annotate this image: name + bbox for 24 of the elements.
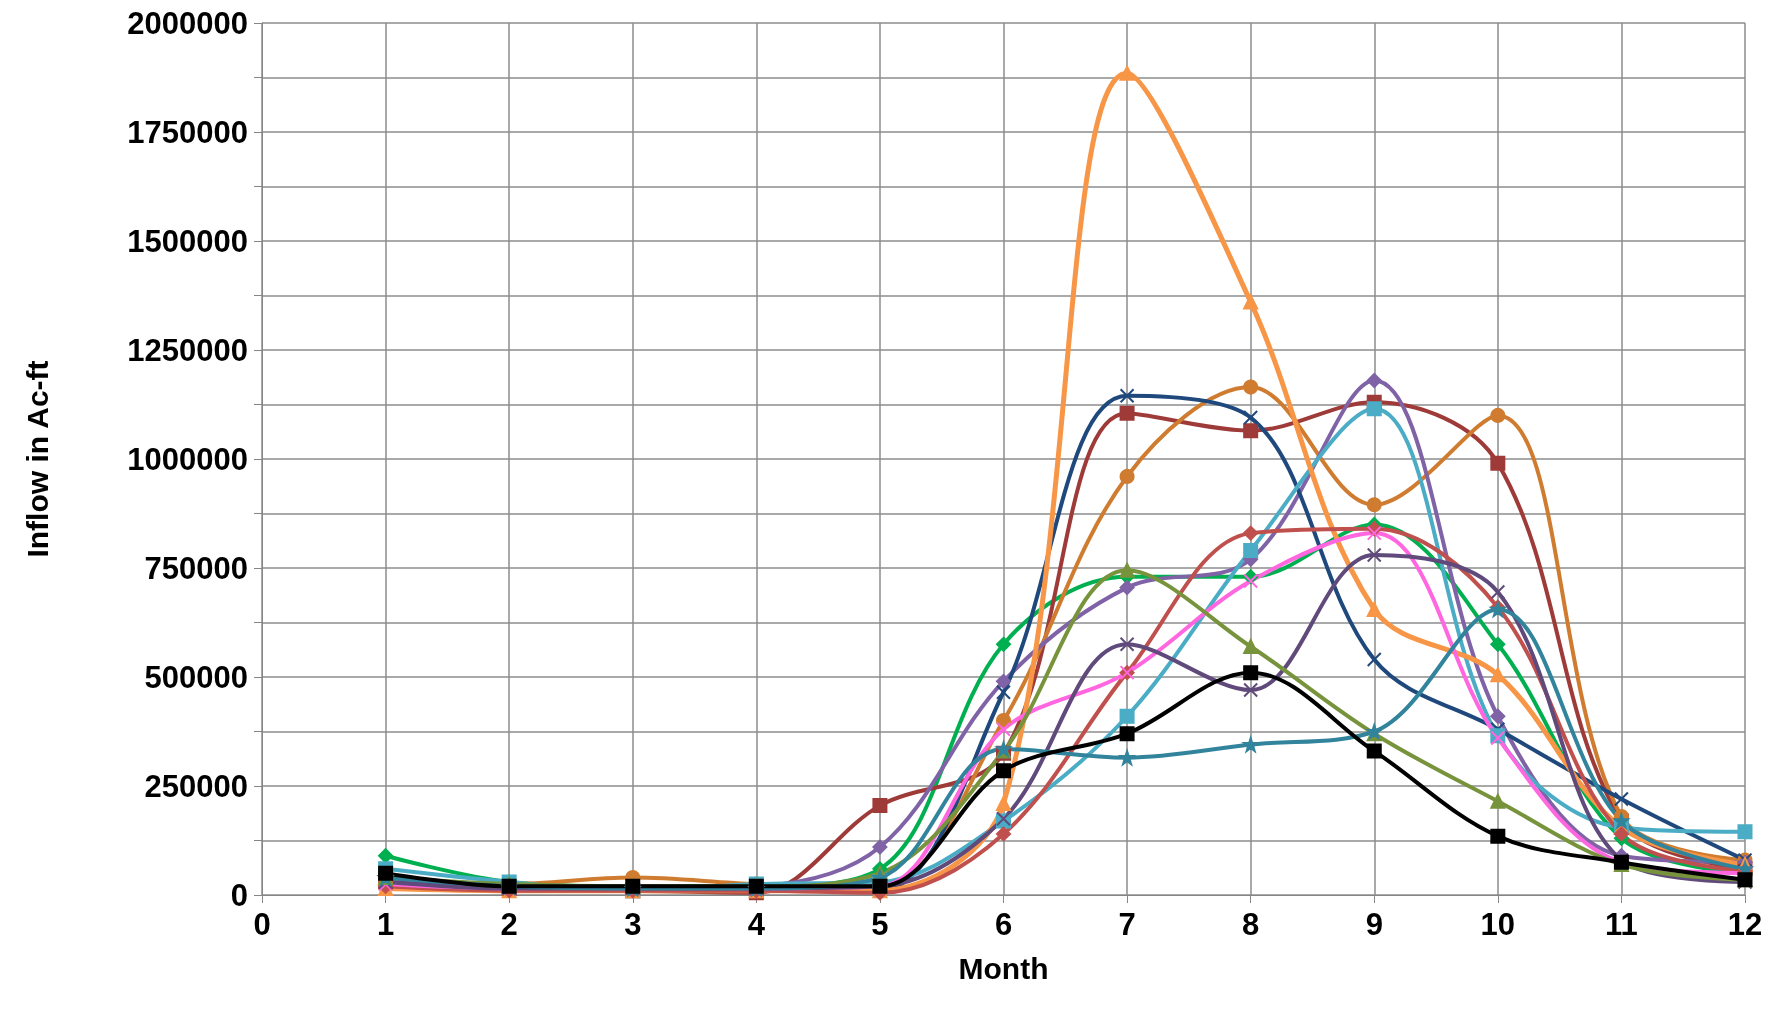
x-tick-label: 8	[1242, 907, 1260, 942]
y-tick-label: 750000	[144, 550, 248, 586]
y-tick-label: 1750000	[127, 114, 248, 150]
x-tick-label: 5	[871, 907, 889, 942]
x-tick-label: 10	[1480, 907, 1516, 942]
y-tick-label: 500000	[144, 659, 248, 695]
x-tick-label: 3	[624, 907, 642, 942]
x-tick-label: 12	[1727, 907, 1763, 942]
x-tick-label: 1	[376, 907, 395, 942]
y-tick-label: 250000	[144, 768, 248, 804]
x-tick-label: 9	[1365, 907, 1383, 942]
x-tick-label: 0	[253, 907, 271, 942]
x-tick-label: 6	[994, 907, 1013, 942]
y-tick-label: 1500000	[127, 223, 248, 259]
y-tick-label: 1000000	[127, 441, 248, 477]
y-tick-label: 2000000	[127, 5, 248, 41]
x-axis-title: Month	[958, 951, 1049, 985]
y-tick-label: 1250000	[127, 332, 248, 368]
x-tick-label: 11	[1605, 907, 1638, 942]
x-tick-label: 2	[500, 907, 518, 942]
x-tick-label: 4	[747, 907, 766, 942]
y-axis-title: Inflow in Ac-ft	[20, 360, 54, 558]
x-tick-label: 7	[1118, 907, 1136, 942]
y-tick-label: 0	[230, 877, 248, 913]
